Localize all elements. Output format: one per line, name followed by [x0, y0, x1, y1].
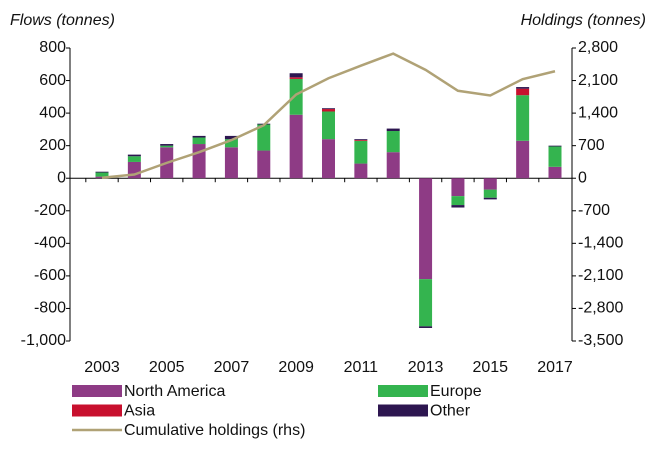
x-tick-label: 2009: [278, 359, 314, 376]
y-tick-label: -600: [34, 267, 66, 284]
y-axis-title: Flows (tonnes): [10, 12, 115, 29]
x-tick-label: 2017: [537, 359, 573, 376]
y-tick-label: -800: [34, 300, 66, 317]
bar: [322, 108, 335, 110]
bar: [548, 166, 562, 179]
x-tick-label: 2005: [149, 359, 185, 376]
bar: [160, 145, 174, 148]
bar: [95, 172, 109, 177]
y2-axis-title: Holdings (tonnes): [521, 12, 646, 29]
y2-tick-label: -2,100: [578, 267, 623, 284]
bar: [386, 152, 400, 179]
bar: [516, 87, 530, 89]
legend-swatch: [72, 404, 122, 417]
legend-label: Europe: [430, 383, 482, 400]
x-tick-label: 2007: [214, 359, 250, 376]
bar: [224, 139, 238, 148]
y-tick-label: 800: [39, 39, 66, 56]
bar: [419, 326, 433, 328]
bar: [483, 189, 497, 198]
y2-tick-label: 2,100: [578, 72, 618, 89]
bar: [289, 77, 303, 79]
legend-label: Cumulative holdings (rhs): [124, 422, 305, 439]
y2-tick-label: -2,800: [578, 300, 623, 317]
legend-label: Other: [430, 403, 471, 420]
x-tick-label: 2015: [472, 359, 508, 376]
bar: [354, 139, 368, 141]
y2-tick-label: 2,800: [578, 39, 618, 56]
y-tick-label: 400: [39, 104, 66, 121]
bar: [548, 146, 562, 167]
x-tick-label: 2013: [408, 359, 444, 376]
y-tick-label: -200: [34, 202, 66, 219]
bar: [289, 73, 303, 78]
bar: [257, 124, 271, 151]
bar: [516, 88, 530, 96]
bar: [127, 156, 141, 162]
y-tick-label: 200: [39, 137, 66, 154]
y2-tick-label: -3,500: [578, 332, 623, 349]
bar: [289, 114, 303, 179]
x-tick-label: 2003: [84, 359, 120, 376]
bar: [483, 197, 497, 200]
y2-tick-label: 1,400: [578, 104, 618, 121]
bar: [516, 95, 530, 141]
legend-label: North America: [124, 383, 225, 400]
bar: [322, 111, 335, 140]
bar: [419, 178, 433, 280]
bar: [548, 145, 562, 147]
bar: [160, 144, 174, 146]
bar: [95, 171, 109, 173]
legend-swatch: [72, 385, 122, 397]
bar: [386, 128, 400, 132]
y-tick-label: 600: [39, 72, 66, 89]
bar: [354, 139, 368, 140]
legend-label: Asia: [124, 403, 155, 420]
bar: [516, 140, 530, 179]
bar: [322, 109, 335, 112]
bar: [386, 131, 400, 153]
bar: [289, 78, 303, 115]
y2-tick-label: 0: [578, 169, 587, 186]
x-tick-label: 2011: [344, 359, 379, 376]
y2-tick-label: -1,400: [578, 235, 623, 252]
bar: [451, 196, 465, 206]
bar: [224, 147, 238, 179]
y-tick-label: -1,000: [21, 332, 66, 349]
bar: [419, 279, 433, 327]
bar: [354, 140, 368, 164]
line: [101, 52, 556, 180]
bar: [224, 135, 238, 140]
legend-swatch: [378, 385, 428, 397]
legend-swatch: [378, 404, 428, 417]
y2-tick-label: -700: [578, 202, 610, 219]
y-tick-label: 0: [57, 169, 66, 186]
bar: [257, 150, 271, 179]
bar: [451, 205, 465, 208]
bar: [483, 178, 497, 190]
bar: [127, 154, 141, 157]
bar: [354, 163, 368, 179]
y2-tick-label: 700: [578, 137, 605, 154]
bar: [322, 139, 335, 179]
bar: [192, 137, 206, 145]
bar: [192, 135, 206, 138]
y-tick-label: -400: [34, 235, 66, 252]
bar: [451, 178, 465, 197]
